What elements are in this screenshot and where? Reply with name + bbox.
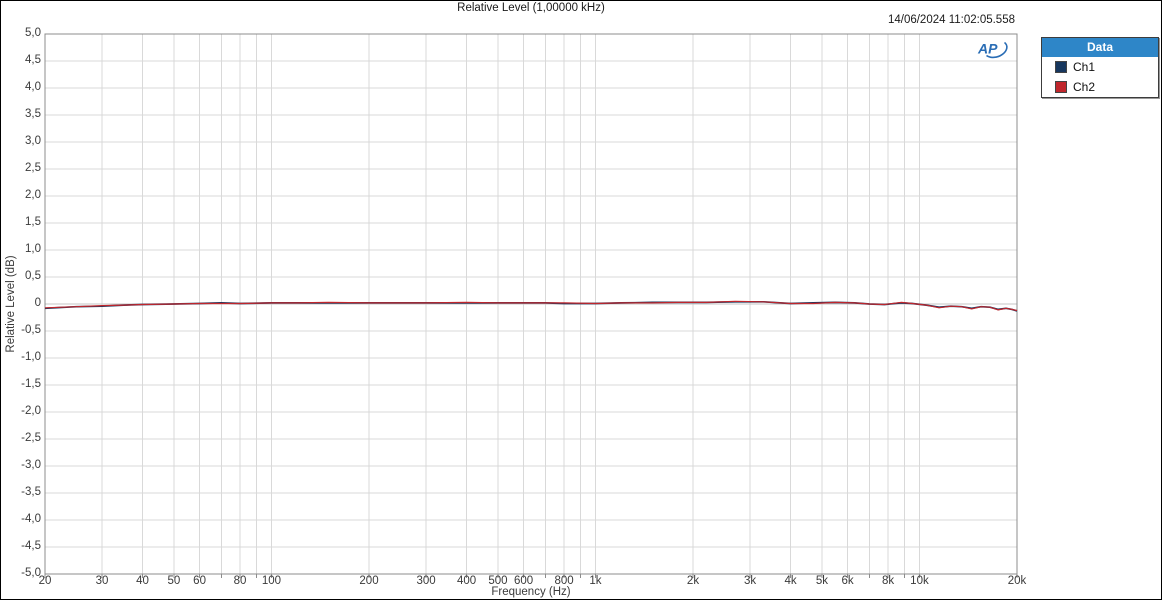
x-tick-label: 30: [95, 575, 109, 587]
x-tick-label: 6k: [841, 575, 854, 587]
y-tick-label: -3,5: [21, 486, 41, 498]
x-tick-label: 8k: [881, 575, 895, 587]
x-tick-label: 500: [488, 575, 508, 587]
ch2-color-swatch-icon: [1055, 81, 1067, 93]
legend-item-ch2-label: Ch2: [1073, 80, 1096, 94]
x-tick-label: 20k: [1007, 575, 1027, 587]
x-tick-label: 10k: [910, 575, 929, 587]
x-tick-label: 600: [513, 575, 534, 587]
chart-title: Relative Level (1,00000 kHz): [457, 2, 605, 14]
x-tick-label: 40: [136, 575, 149, 587]
y-tick-label: -4,5: [21, 540, 41, 552]
y-tick-label: -2,5: [21, 432, 41, 444]
x-tick-label: 400: [456, 575, 477, 587]
y-axis-title: Relative Level (dB): [5, 255, 17, 353]
y-tick-label: 2,5: [25, 162, 41, 174]
y-tick-label: 2,0: [25, 189, 41, 201]
x-tick-label: 80: [233, 575, 247, 587]
ap-logo-text: AP: [977, 41, 998, 57]
measurement-timestamp: 14/06/2024 11:02:05.558: [887, 14, 1015, 26]
x-tick-label: 1k: [589, 575, 602, 587]
x-tick-label: 5k: [815, 575, 828, 587]
y-tick-label: 1,0: [25, 243, 41, 255]
y-tick-label: 5,0: [25, 27, 41, 39]
x-tick-label: 3k: [743, 575, 757, 587]
y-tick-label: -3,0: [21, 459, 41, 471]
legend-panel: Data Ch1 Ch2: [1041, 37, 1159, 98]
x-tick-label: 20: [38, 575, 52, 587]
trace-ch2: [44, 300, 1018, 312]
ch1-color-swatch-icon: [1055, 61, 1067, 73]
x-tick-label: 50: [167, 575, 181, 587]
y-tick-label: -1,5: [21, 378, 41, 390]
legend-item-ch2[interactable]: Ch2: [1042, 77, 1158, 97]
y-tick-label: 3,0: [25, 135, 41, 147]
x-tick-label: 2k: [686, 575, 700, 587]
x-tick-label: 800: [554, 575, 574, 587]
y-tick-label: 4,5: [25, 54, 41, 66]
y-tick-label: 0,5: [25, 270, 41, 282]
x-tick-label: 60: [193, 575, 206, 587]
y-tick-label: 3,5: [25, 108, 41, 120]
audio-precision-logo-icon: AP: [977, 41, 1008, 59]
x-tick-label: 200: [359, 575, 379, 587]
y-tick-label: 4,0: [25, 81, 41, 93]
y-tick-label: -1,0: [21, 351, 41, 363]
y-tick-label: -4,0: [21, 513, 41, 525]
x-axis-title: Frequency (Hz): [491, 586, 571, 598]
legend-header: Data: [1042, 38, 1158, 57]
legend-item-ch1[interactable]: Ch1: [1042, 57, 1158, 77]
legend-item-ch1-label: Ch1: [1073, 60, 1096, 74]
x-tick-label: 4k: [784, 575, 797, 587]
y-tick-label: 1,5: [25, 216, 41, 228]
y-tick-label: -0,5: [21, 324, 41, 336]
x-tick-label: 300: [416, 575, 436, 587]
x-tick-label: 100: [261, 575, 282, 587]
y-tick-label: -2,0: [21, 405, 41, 417]
y-tick-label: 0: [34, 297, 41, 309]
y-tick-label: -5,0: [21, 567, 41, 579]
